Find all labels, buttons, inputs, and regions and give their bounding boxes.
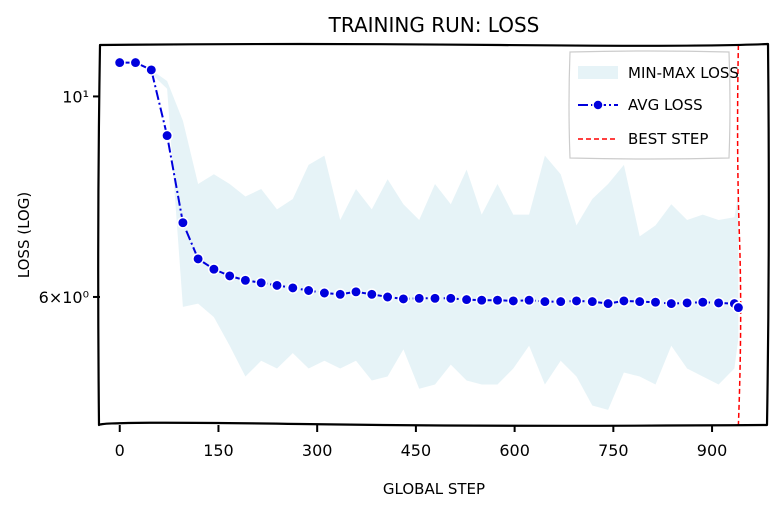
avg-loss-point (350, 285, 362, 298)
x-axis-label: GLOBAL STEP (383, 480, 485, 498)
chart-title: TRAINING RUN: LOSS (328, 13, 540, 37)
avg-loss-point (397, 292, 410, 305)
avg-loss-point (286, 281, 299, 294)
avg-loss-point (223, 269, 236, 282)
min-max-band (151, 69, 739, 410)
avg-loss-point (586, 295, 599, 308)
y-tick-label: 6×10⁰ (39, 288, 89, 307)
avg-loss-point (538, 295, 551, 308)
legend-best-label: BEST STEP (628, 130, 708, 148)
avg-loss-point (696, 296, 709, 309)
avg-loss-point (444, 292, 457, 305)
x-tick-label: 900 (697, 441, 728, 460)
avg-loss-point (491, 294, 504, 307)
legend-avg-label: AVG LOSS (628, 96, 703, 114)
legend-frame (568, 50, 731, 160)
avg-loss-point (570, 294, 583, 307)
legend-band-label: MIN-MAX LOSS (628, 64, 739, 82)
x-tick-label: 300 (302, 441, 333, 460)
avg-loss-point (113, 56, 126, 69)
x-tick-label: 450 (401, 441, 432, 460)
legend-avg-marker (592, 99, 604, 111)
avg-loss-point (318, 287, 331, 299)
avg-loss-point (302, 284, 315, 297)
legend: MIN-MAX LOSS AVG LOSS BEST STEP (568, 50, 739, 160)
y-tick-label: 10¹ (62, 87, 89, 106)
avg-loss-point (365, 288, 378, 301)
avg-loss-point (475, 294, 488, 307)
avg-loss-point (192, 252, 205, 265)
avg-loss-point (176, 216, 189, 229)
legend-band-swatch (578, 66, 618, 79)
avg-loss-point (239, 274, 252, 287)
avg-loss-point (413, 292, 426, 305)
avg-loss-markers (113, 56, 745, 314)
avg-loss-point (334, 288, 347, 301)
x-tick-label: 600 (499, 441, 530, 460)
avg-loss-point (665, 297, 678, 310)
avg-loss-point (681, 296, 694, 309)
avg-loss-point (381, 291, 394, 303)
avg-loss-point (649, 296, 662, 309)
avg-loss-point (460, 293, 473, 306)
y-axis-label: LOSS (LOG) (15, 192, 33, 278)
avg-loss-point (732, 301, 745, 314)
avg-loss-point (507, 294, 520, 307)
y-axis-ticks: 10¹ 6×10⁰ (39, 87, 100, 307)
avg-loss-point (554, 295, 567, 308)
avg-loss-point (271, 279, 283, 292)
avg-loss-point (712, 296, 725, 309)
avg-loss-point (602, 297, 615, 310)
min-max-band-layer (151, 69, 739, 410)
avg-loss-point (633, 295, 646, 308)
avg-loss-point (523, 294, 536, 307)
avg-loss-point (145, 63, 158, 76)
x-tick-label: 0 (115, 441, 125, 460)
x-axis-ticks: 0 150 300 450 600 750 900 (115, 425, 728, 460)
avg-loss-point (617, 294, 630, 307)
avg-loss-point (429, 292, 441, 305)
plot-frame (97, 42, 770, 427)
avg-loss-point (129, 56, 142, 69)
avg-loss-point (207, 263, 220, 276)
plot-area (113, 44, 745, 426)
avg-loss-point (255, 276, 268, 289)
x-tick-label: 150 (203, 441, 234, 460)
avg-loss-point (161, 129, 174, 142)
x-tick-label: 750 (598, 441, 629, 460)
